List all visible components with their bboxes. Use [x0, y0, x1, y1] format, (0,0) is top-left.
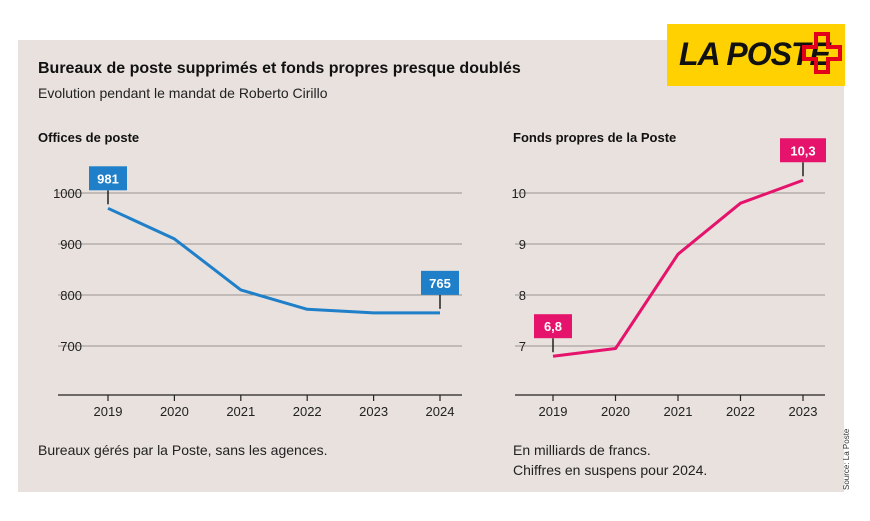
data-label: 981	[97, 171, 119, 186]
x-tick-label: 2023	[359, 404, 388, 419]
x-tick-label: 2023	[789, 404, 818, 419]
chart-panel	[18, 40, 844, 492]
chart-note-line: Chiffres en suspens pour 2024.	[513, 462, 708, 478]
chart-note-offices: Bureaux gérés par la Poste, sans les age…	[38, 440, 328, 460]
x-tick-label: 2022	[726, 404, 755, 419]
series-line	[552, 178, 804, 358]
data-label: 10,3	[790, 143, 815, 158]
chart-note-line: En milliards de francs.	[513, 442, 651, 458]
chart-note-line: Bureaux gérés par la Poste, sans les age…	[38, 442, 328, 458]
y-tick-label: 800	[60, 288, 82, 303]
x-tick-label: 2020	[601, 404, 630, 419]
x-tick-label: 2022	[293, 404, 322, 419]
y-tick-label: 900	[60, 237, 82, 252]
x-tick-label: 2021	[226, 404, 255, 419]
y-tick-label: 700	[60, 339, 82, 354]
x-tick-label: 2019	[539, 404, 568, 419]
la-poste-logo: LA POSTE	[667, 24, 845, 86]
y-tick-label: 8	[519, 288, 526, 303]
data-label-box	[534, 314, 572, 339]
page-title: Bureaux de poste supprimés et fonds prop…	[38, 60, 521, 77]
data-label: 6,8	[544, 319, 562, 334]
x-tick-label: 2024	[426, 404, 455, 419]
y-tick-label: 10	[512, 186, 526, 201]
data-label-box	[421, 270, 459, 295]
source-label: Source: La Poste	[842, 428, 851, 490]
data-label: 765	[429, 276, 451, 291]
y-tick-label: 9	[519, 237, 526, 252]
x-tick-label: 2021	[664, 404, 693, 419]
data-label-box	[780, 138, 826, 163]
x-tick-label: 2020	[160, 404, 189, 419]
y-tick-label: 7	[519, 339, 526, 354]
page-subtitle: Evolution pendant le mandat de Roberto C…	[38, 85, 328, 101]
swiss-cross-icon	[802, 32, 842, 74]
series-line	[107, 206, 440, 315]
chart-note-equity: En milliards de francs. Chiffres en susp…	[513, 440, 707, 480]
chart-title-equity: Fonds propres de la Poste	[513, 130, 677, 145]
chart-title-offices: Offices de poste	[38, 130, 140, 145]
y-tick-label: 1000	[53, 186, 82, 201]
data-label-box	[89, 166, 127, 191]
x-tick-label: 2019	[94, 404, 123, 419]
